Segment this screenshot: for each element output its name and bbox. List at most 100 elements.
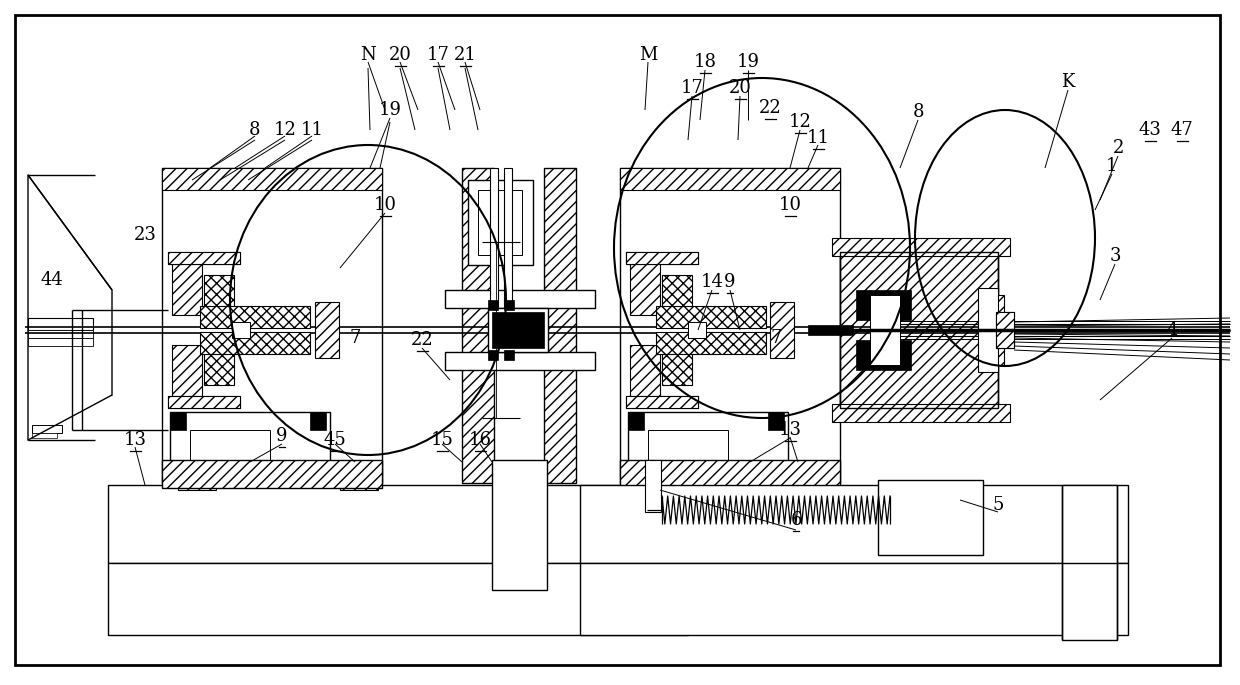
Text: 18: 18	[693, 53, 717, 71]
Text: 12: 12	[789, 113, 811, 131]
Bar	[167, 396, 241, 408]
Bar	[839, 252, 998, 408]
Bar	[626, 252, 698, 264]
Text: 44: 44	[41, 271, 63, 289]
Bar	[489, 300, 498, 310]
Bar	[978, 288, 998, 372]
Bar	[503, 300, 515, 310]
Bar	[856, 340, 911, 370]
Bar	[315, 302, 339, 358]
Bar	[632, 462, 670, 490]
Text: 22: 22	[410, 331, 433, 349]
Text: 21: 21	[454, 46, 476, 64]
Bar	[544, 168, 577, 483]
Bar	[996, 312, 1014, 348]
Text: 20: 20	[729, 79, 751, 97]
Bar	[808, 325, 853, 335]
Bar	[445, 290, 595, 308]
Bar	[167, 252, 241, 264]
Bar	[630, 345, 660, 400]
Bar	[340, 462, 378, 490]
Bar	[626, 252, 698, 264]
Bar	[170, 412, 186, 430]
Text: 45: 45	[324, 431, 346, 449]
Bar	[467, 180, 533, 265]
Bar	[688, 322, 706, 338]
Bar	[832, 404, 1011, 422]
Bar	[656, 306, 766, 328]
Text: 12: 12	[274, 121, 296, 139]
Bar	[996, 312, 1014, 348]
Bar	[489, 308, 548, 352]
Bar	[832, 238, 1011, 256]
Text: 9: 9	[277, 427, 288, 445]
Bar	[29, 330, 93, 338]
Bar	[108, 563, 688, 635]
Text: 9: 9	[724, 273, 735, 291]
Bar	[620, 461, 839, 483]
Bar	[626, 396, 698, 408]
Bar	[620, 168, 839, 483]
Bar	[503, 350, 515, 360]
Text: 7: 7	[770, 329, 781, 347]
Text: 19: 19	[378, 101, 402, 119]
Bar	[870, 295, 900, 365]
Bar	[856, 290, 911, 320]
Bar	[190, 430, 270, 498]
Bar	[620, 168, 839, 190]
Bar	[200, 332, 310, 354]
Bar	[580, 563, 1128, 635]
Bar	[162, 461, 382, 483]
Text: 22: 22	[759, 99, 781, 117]
Text: 47: 47	[1171, 121, 1193, 139]
Bar	[770, 302, 794, 358]
Bar	[503, 168, 512, 323]
Text: 4: 4	[1167, 321, 1178, 339]
Bar	[645, 460, 661, 512]
Bar	[167, 396, 241, 408]
Text: 17: 17	[681, 79, 703, 97]
Text: N: N	[360, 46, 376, 64]
Bar	[662, 345, 692, 385]
Bar	[29, 318, 93, 330]
Text: 10: 10	[779, 196, 801, 214]
Bar	[463, 168, 494, 483]
Bar	[162, 168, 382, 190]
Bar	[656, 332, 766, 354]
Bar	[108, 485, 688, 563]
Bar	[477, 190, 522, 255]
Bar	[489, 350, 498, 360]
Bar	[445, 352, 595, 370]
Bar	[29, 338, 93, 346]
Text: 14: 14	[701, 273, 723, 291]
Text: 11: 11	[300, 121, 324, 139]
Bar	[205, 345, 234, 385]
Text: 1: 1	[1106, 157, 1117, 175]
Text: 13: 13	[779, 421, 801, 439]
Bar	[627, 412, 644, 430]
Bar	[620, 460, 839, 488]
Bar	[172, 345, 202, 400]
Text: M: M	[639, 46, 657, 64]
Text: 15: 15	[430, 431, 454, 449]
Bar	[232, 322, 250, 338]
Bar	[167, 252, 241, 264]
Text: 13: 13	[124, 431, 146, 449]
Bar	[172, 260, 202, 315]
Bar	[986, 295, 1004, 365]
Text: 8: 8	[249, 121, 260, 139]
Bar	[32, 425, 62, 433]
Bar	[649, 430, 728, 498]
Bar	[630, 260, 660, 315]
Bar	[580, 485, 1128, 563]
Bar	[310, 412, 326, 430]
Text: 10: 10	[373, 196, 397, 214]
Text: 2: 2	[1112, 139, 1123, 157]
Bar	[162, 460, 382, 488]
Bar	[878, 480, 983, 555]
Bar	[895, 490, 970, 545]
Text: 19: 19	[737, 53, 759, 71]
Text: 6: 6	[790, 511, 802, 529]
Text: 17: 17	[427, 46, 449, 64]
Bar	[200, 306, 310, 328]
